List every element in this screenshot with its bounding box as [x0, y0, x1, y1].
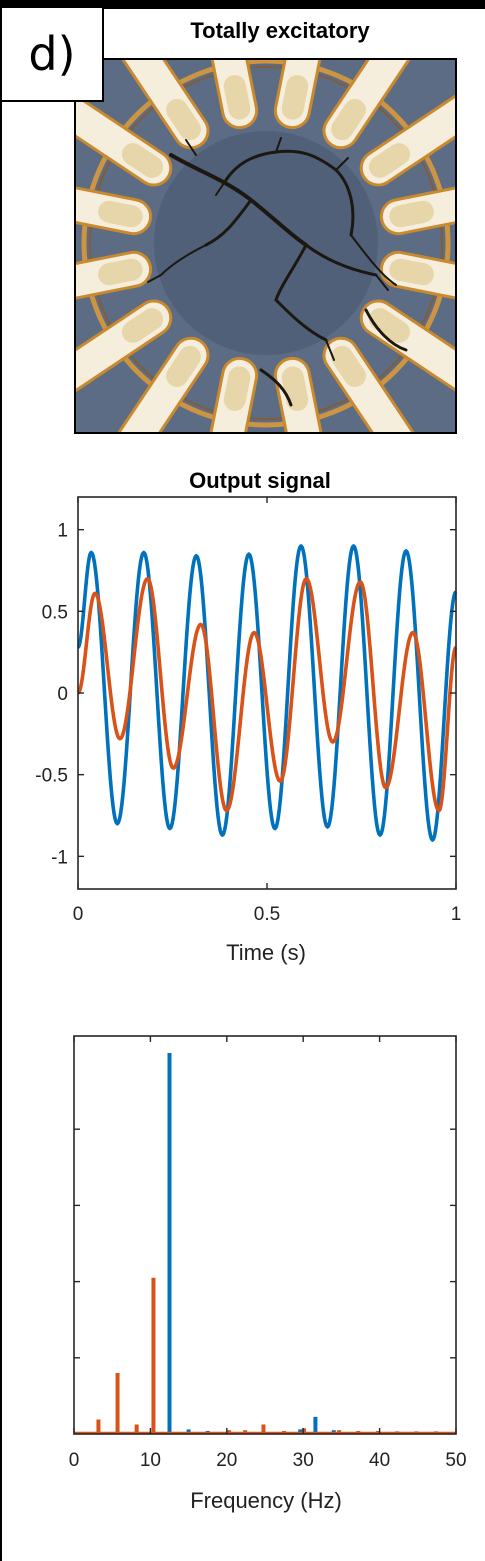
electrode-finger: [196, 60, 259, 130]
electrode-finger: [359, 299, 455, 407]
electrode-finger: [273, 60, 336, 130]
x-tick-label: 1: [451, 904, 462, 925]
electrode-finger: [102, 60, 210, 150]
y-tick-label: -0.5: [35, 766, 68, 787]
signal-series-2: [76, 576, 458, 813]
output-signal-chart-title: Output signal: [189, 468, 331, 493]
panel-label: d): [0, 6, 104, 102]
y-tick-label: -1: [51, 847, 68, 868]
left-frame-bar: [0, 0, 2, 1561]
electrode-finger: [322, 60, 430, 150]
electrode-finger: [102, 336, 210, 432]
electrode-finger: [76, 173, 153, 236]
top-frame-bar: [0, 0, 485, 9]
electrode-finger: [379, 250, 455, 313]
electrode-finger: [76, 250, 153, 313]
electrode-array-photo: [74, 58, 457, 434]
electrode-finger: [76, 79, 173, 187]
y-tick-label: 0.5: [42, 602, 68, 623]
electrode-fingers: [76, 60, 455, 432]
electrode-finger: [322, 336, 430, 432]
dendrite-growth: [147, 137, 408, 407]
electrode-photo-drawing: [76, 60, 455, 432]
x-tick-label: 0: [73, 904, 84, 925]
electrode-finger: [76, 299, 173, 407]
time-axis-label: Time (s): [226, 940, 306, 965]
y-tick-label: 1: [57, 521, 68, 542]
x-tick-label: 0.5: [254, 904, 280, 925]
electrode-finger: [359, 79, 455, 187]
electrode-finger: [196, 356, 259, 432]
photo-title: Totally excitatory: [190, 18, 370, 43]
electrode-finger: [379, 173, 455, 236]
y-tick-label: 0: [57, 684, 68, 705]
